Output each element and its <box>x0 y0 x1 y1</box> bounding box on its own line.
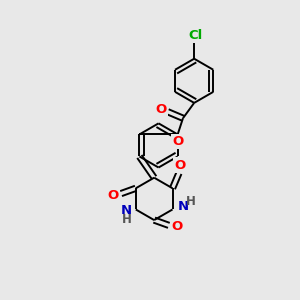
Text: N: N <box>177 200 188 213</box>
Text: O: O <box>172 220 183 233</box>
Text: O: O <box>172 135 183 148</box>
Text: N: N <box>177 200 188 213</box>
Text: H: H <box>122 213 131 226</box>
Text: N: N <box>121 204 132 218</box>
Text: Cl: Cl <box>188 29 203 42</box>
Text: O: O <box>107 188 118 202</box>
Text: O: O <box>156 103 167 116</box>
Text: H: H <box>186 195 196 208</box>
Text: O: O <box>174 158 185 172</box>
